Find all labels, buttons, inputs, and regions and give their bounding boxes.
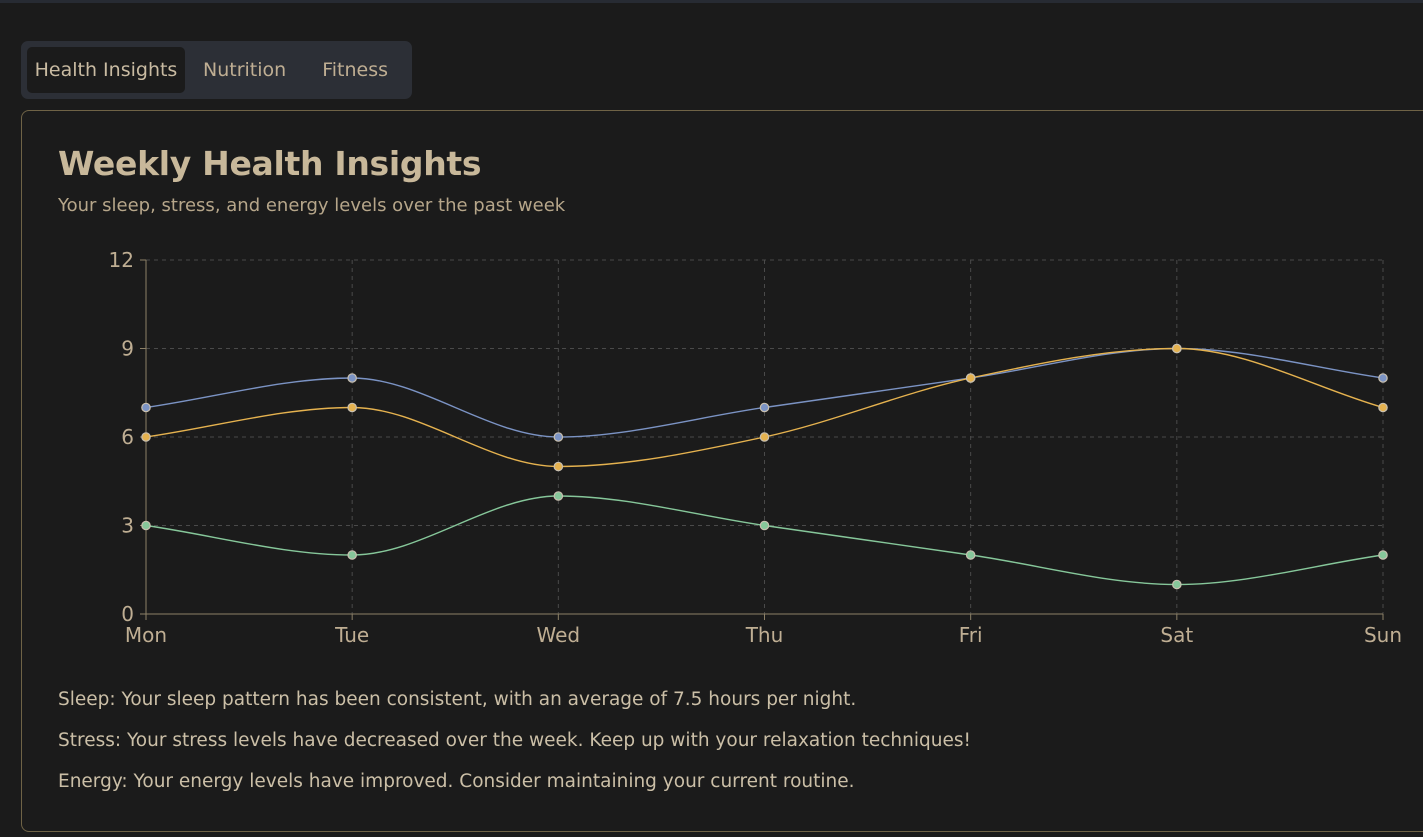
series-0-point-1 <box>347 373 357 383</box>
x-tick-label: Sat <box>1160 623 1193 647</box>
series-2-point-1 <box>347 550 357 560</box>
series-0-point-2 <box>553 432 564 442</box>
y-tick-label: 3 <box>121 514 134 538</box>
top-border <box>0 0 1423 3</box>
series-2-point-6 <box>1378 550 1388 560</box>
series-1-point-5 <box>1172 343 1182 354</box>
series-0-point-0 <box>141 402 151 413</box>
health-insights-card: Weekly Health Insights Your sleep, stres… <box>21 110 1423 832</box>
card-subtitle: Your sleep, stress, and energy levels ov… <box>58 195 566 216</box>
x-tick-label: Tue <box>334 623 369 647</box>
x-tick-label: Wed <box>537 623 581 647</box>
x-tick-label: Fri <box>959 623 983 647</box>
y-tick-label: 12 <box>109 248 134 272</box>
series-2-point-3 <box>759 520 770 531</box>
series-0-point-6 <box>1378 373 1388 383</box>
series-1-point-1 <box>347 402 357 413</box>
series-1-point-0 <box>141 432 151 442</box>
insight-energy: Energy: Your energy levels have improved… <box>58 771 855 792</box>
x-tick-label: Thu <box>745 623 784 647</box>
series-1-point-2 <box>553 461 564 472</box>
series-0-point-3 <box>759 402 770 413</box>
y-tick-label: 6 <box>121 425 134 449</box>
tab-fitness[interactable]: Fitness <box>322 59 388 81</box>
insight-stress: Stress: Your stress levels have decrease… <box>58 730 971 751</box>
tab-list: Health Insights Nutrition Fitness <box>21 41 412 99</box>
x-tick-label: Mon <box>125 623 167 647</box>
series-1-point-6 <box>1378 402 1388 413</box>
series-2-point-4 <box>965 550 976 560</box>
series-2-point-0 <box>141 520 151 531</box>
insight-sleep: Sleep: Your sleep pattern has been consi… <box>58 689 857 710</box>
tab-health-insights[interactable]: Health Insights <box>27 47 185 93</box>
weekly-line-chart: 0 3 6 9 12 Mon Tue Wed Thu Fri Sat Sun <box>109 248 1402 647</box>
tab-nutrition[interactable]: Nutrition <box>202 59 287 81</box>
x-tick-label: Sun <box>1364 623 1402 647</box>
series-2-point-2 <box>553 491 564 501</box>
y-tick-label: 0 <box>121 602 134 626</box>
series-1-point-4 <box>965 373 976 383</box>
series-2-point-5 <box>1172 579 1182 590</box>
card-title: Weekly Health Insights <box>58 144 482 183</box>
y-tick-label: 9 <box>121 337 134 361</box>
series-1-point-3 <box>759 432 770 442</box>
